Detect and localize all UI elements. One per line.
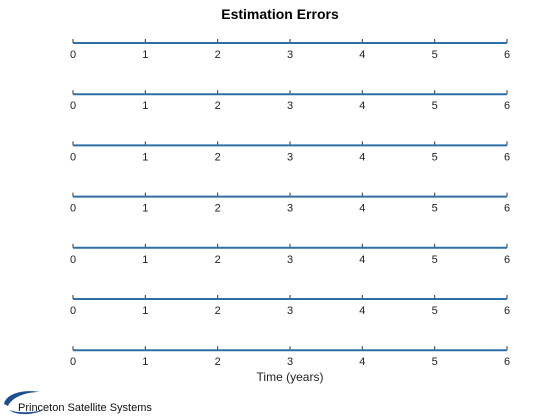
x-tick-label: 6 — [504, 203, 510, 215]
x-tick-label: 1 — [142, 100, 148, 112]
x-tick-label: 3 — [287, 254, 293, 266]
x-tick-label: 6 — [504, 100, 510, 112]
x-tick-label: 2 — [215, 203, 221, 215]
x-tick-label: 1 — [142, 151, 148, 163]
subplot-5: 0 1 2 3 4 5 6 — [70, 243, 510, 266]
subplot-7: 0 1 2 3 4 5 6 — [70, 346, 510, 368]
x-tick-label: 6 — [504, 254, 510, 266]
logo-swoosh-icon — [4, 391, 44, 415]
x-tick-label: 5 — [432, 203, 438, 215]
x-tick-label: 1 — [142, 305, 148, 317]
logo: Princeton Satellite Systems — [4, 391, 152, 415]
subplot-4: 0 1 2 3 4 5 6 — [70, 192, 510, 215]
x-tick-label: 2 — [215, 254, 221, 266]
x-tick-label: 3 — [287, 100, 293, 112]
x-tick-label: 3 — [287, 356, 293, 368]
subplots: 0 1 2 3 4 5 6 0 1 2 3 4 5 6 0 1 2 3 4 5 6 0 1 2 3 4 5 6 0 1 2 3 4 5 6 0 1 2 3 4… — [70, 39, 510, 368]
x-tick-label: 1 — [142, 254, 148, 266]
x-tick-label: 4 — [359, 356, 365, 368]
x-tick-label: 4 — [359, 254, 365, 266]
x-tick-label: 3 — [287, 151, 293, 163]
x-tick-label: 3 — [287, 49, 293, 61]
x-tick-label: 4 — [359, 100, 365, 112]
chart-title: Estimation Errors — [221, 6, 339, 22]
x-tick-label: 0 — [70, 356, 76, 368]
subplot-6: 0 1 2 3 4 5 6 — [70, 295, 510, 317]
x-tick-label: 4 — [359, 305, 365, 317]
x-tick-label: 4 — [359, 203, 365, 215]
x-tick-label: 5 — [432, 254, 438, 266]
x-tick-label: 6 — [504, 356, 510, 368]
x-tick-label: 2 — [215, 305, 221, 317]
x-tick-label: 2 — [215, 100, 221, 112]
logo-text: Princeton Satellite Systems — [18, 402, 152, 414]
x-tick-label: 5 — [432, 305, 438, 317]
x-tick-label: 0 — [70, 305, 76, 317]
x-tick-label: 5 — [432, 151, 438, 163]
subplot-1: 0 1 2 3 4 5 6 — [70, 39, 510, 61]
x-tick-label: 5 — [432, 49, 438, 61]
x-tick-label: 0 — [70, 49, 76, 61]
x-tick-label: 6 — [504, 305, 510, 317]
x-tick-label: 4 — [359, 151, 365, 163]
x-tick-label: 5 — [432, 100, 438, 112]
x-tick-label: 1 — [142, 356, 148, 368]
x-tick-label: 0 — [70, 203, 76, 215]
x-tick-label: 2 — [215, 49, 221, 61]
x-tick-label: 2 — [215, 151, 221, 163]
x-tick-label: 0 — [70, 100, 76, 112]
x-tick-label: 3 — [287, 203, 293, 215]
x-tick-label: 4 — [359, 49, 365, 61]
x-tick-label: 6 — [504, 49, 510, 61]
x-tick-label: 2 — [215, 356, 221, 368]
x-tick-label: 3 — [287, 305, 293, 317]
subplot-3: 0 1 2 3 4 5 6 — [70, 141, 510, 163]
x-tick-label: 0 — [70, 151, 76, 163]
x-axis-label: Time (years) — [257, 370, 324, 384]
x-tick-label: 0 — [70, 254, 76, 266]
subplot-2: 0 1 2 3 4 5 6 — [70, 90, 510, 112]
x-tick-label: 1 — [142, 49, 148, 61]
x-tick-label: 5 — [432, 356, 438, 368]
x-tick-label: 6 — [504, 151, 510, 163]
x-tick-label: 1 — [142, 203, 148, 215]
